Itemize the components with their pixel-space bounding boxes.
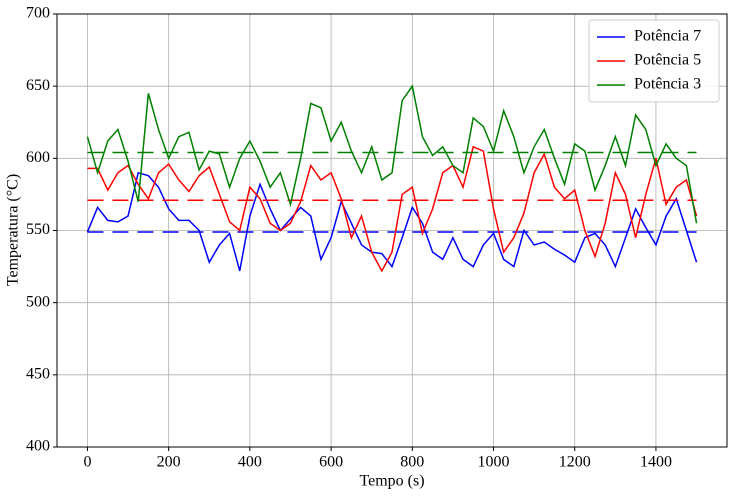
legend: Potência 7 Potência 5 Potência 3 — [588, 19, 720, 103]
y-tick-label: 500 — [26, 293, 50, 310]
x-tick-label: 1400 — [640, 454, 672, 471]
y-tick-label: 450 — [26, 366, 50, 383]
y-tick-label: 700 — [26, 5, 50, 22]
data-line — [86, 84, 698, 224]
y-tick-label: 550 — [26, 221, 50, 238]
y-axis-label: Temperatura (°C) — [5, 174, 22, 286]
legend-label: Potência 7 — [634, 28, 701, 45]
x-tick-label: 600 — [319, 454, 343, 471]
legend-box — [588, 19, 720, 103]
x-axis-label: Tempo (s) — [359, 473, 424, 490]
data-line — [87, 145, 698, 273]
legend-label: Potência 3 — [634, 76, 701, 93]
x-tick-label: 0 — [83, 454, 91, 471]
y-tick-label: 400 — [26, 438, 50, 455]
data-line — [86, 171, 698, 272]
legend-label: Potência 5 — [634, 52, 701, 69]
x-tick-label: 400 — [238, 454, 262, 471]
y-tick-label: 650 — [26, 77, 50, 94]
y-tick-label: 600 — [26, 149, 50, 166]
x-tick-label: 1200 — [559, 454, 591, 471]
x-tick-label: 200 — [157, 454, 181, 471]
plot-frame — [56, 13, 728, 448]
x-tick-label: 1000 — [478, 454, 510, 471]
x-tick-label: 800 — [400, 454, 424, 471]
